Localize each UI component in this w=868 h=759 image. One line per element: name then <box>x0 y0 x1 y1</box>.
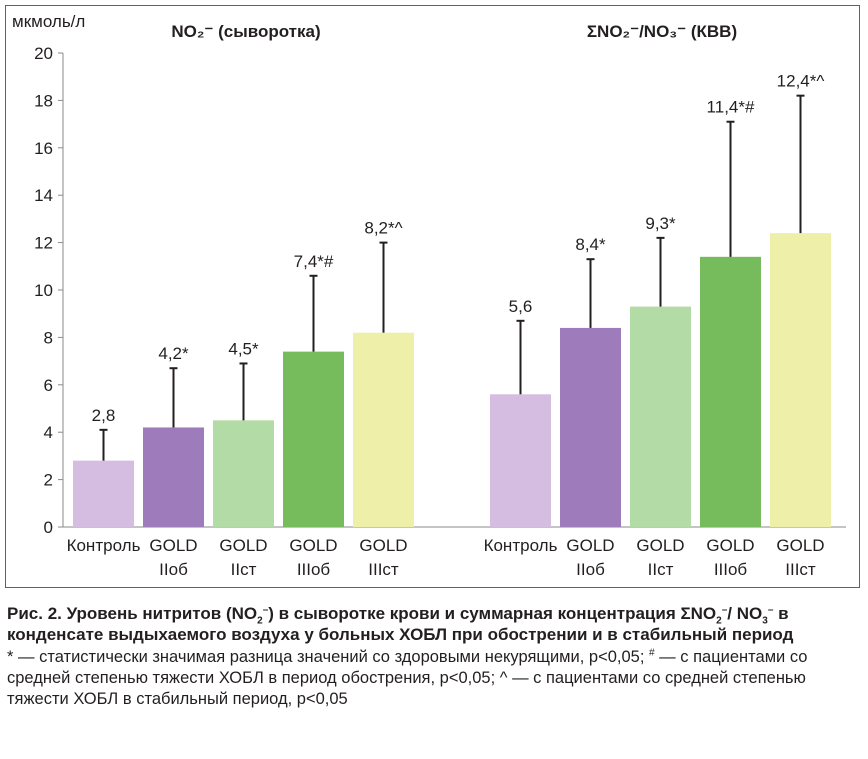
y-tick-label: 4 <box>44 423 53 442</box>
y-tick-label: 10 <box>34 281 53 300</box>
panel-title: ΣNO₂⁻/NO₃⁻ (КВВ) <box>587 22 737 41</box>
bar-chart: 0 2 4 6 8 10 12 14 16 18 20 мкмоль/л NO₂⁻ (сыворотка… <box>12 12 846 579</box>
y-tick-label: 8 <box>44 328 53 347</box>
category-label: GOLD <box>359 536 407 555</box>
category-label: Контроль <box>67 536 141 555</box>
category-label: IIст <box>648 560 674 579</box>
data-label: 4,5* <box>228 339 259 358</box>
category-label: IIIст <box>368 560 399 579</box>
category-label: IIIст <box>785 560 816 579</box>
caption-title: Рис. 2. Уровень нитритов (NO2–) в сыворо… <box>7 604 794 644</box>
category-label: GOLD <box>776 536 824 555</box>
y-tick-label: 14 <box>34 186 53 205</box>
category-label: IIоб <box>576 560 605 579</box>
bar <box>143 427 204 527</box>
chart-frame: 0 2 4 6 8 10 12 14 16 18 20 мкмоль/л NO₂⁻ (сыворотка… <box>5 5 860 588</box>
data-label: 8,2*^ <box>364 219 402 238</box>
data-label: 7,4*# <box>294 252 334 271</box>
data-label: 11,4*# <box>707 98 755 117</box>
category-label: GOLD <box>566 536 614 555</box>
bar <box>630 306 691 527</box>
data-label: 2,8 <box>92 406 116 425</box>
data-label: 5,6 <box>509 297 533 316</box>
y-axis-unit: мкмоль/л <box>12 12 85 31</box>
bar <box>213 420 274 527</box>
bar <box>700 256 761 527</box>
category-label: IIIоб <box>297 560 331 579</box>
data-label: 9,3* <box>645 214 676 233</box>
y-tick-label: 2 <box>44 471 53 490</box>
category-label: GOLD <box>289 536 337 555</box>
category-label: GOLD <box>219 536 267 555</box>
data-label: 4,2* <box>158 344 189 363</box>
bar <box>353 332 414 527</box>
data-label: 8,4* <box>575 235 606 254</box>
bar <box>770 233 831 527</box>
bar <box>490 394 551 527</box>
data-label: 12,4*^ <box>777 72 825 91</box>
panel-title: NO₂⁻ (сыворотка) <box>171 22 320 41</box>
caption-note: * — статистически значимая разница значе… <box>7 647 808 708</box>
category-label: Контроль <box>484 536 558 555</box>
bar <box>283 351 344 527</box>
y-tick-label: 12 <box>34 234 53 253</box>
y-tick-label: 6 <box>44 376 53 395</box>
category-label: IIоб <box>159 560 188 579</box>
y-tick-label: 16 <box>34 139 53 158</box>
y-tick-label: 18 <box>34 91 53 110</box>
y-tick-label: 0 <box>44 518 53 537</box>
category-label: IIIоб <box>714 560 748 579</box>
y-tick-label: 20 <box>34 44 53 63</box>
bar <box>560 327 621 527</box>
category-label: GOLD <box>636 536 684 555</box>
category-label: GOLD <box>149 536 197 555</box>
category-label: IIст <box>231 560 257 579</box>
bar <box>73 460 134 527</box>
figure-caption: Рис. 2. Уровень нитритов (NO2–) в сыворо… <box>7 603 862 710</box>
category-label: GOLD <box>706 536 754 555</box>
